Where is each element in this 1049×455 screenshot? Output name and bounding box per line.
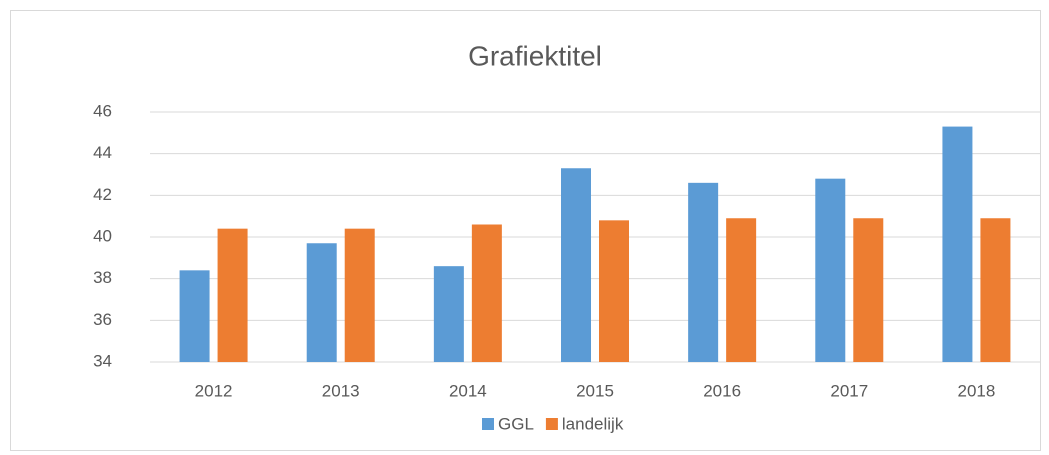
chart-border bbox=[10, 10, 1041, 451]
legend-swatch bbox=[545, 418, 558, 430]
bar bbox=[433, 266, 464, 362]
bar bbox=[599, 220, 629, 362]
x-tick-label: 2015 bbox=[576, 381, 614, 400]
y-tick-label: 46 bbox=[93, 101, 112, 120]
bar bbox=[942, 126, 973, 362]
y-tick-label: 44 bbox=[93, 143, 112, 162]
y-tick-label: 40 bbox=[93, 226, 112, 245]
bar bbox=[306, 243, 337, 362]
x-tick-label: 2013 bbox=[322, 381, 360, 400]
legend-swatch bbox=[482, 418, 494, 430]
bar bbox=[688, 182, 719, 362]
x-tick-label: 2014 bbox=[449, 381, 487, 400]
y-tick-label: 38 bbox=[93, 268, 112, 287]
legend-label: landelijk bbox=[562, 414, 624, 433]
x-tick-label: 2018 bbox=[958, 381, 996, 400]
bar bbox=[471, 224, 502, 362]
bar bbox=[853, 218, 884, 362]
bar bbox=[344, 228, 375, 362]
chart-title: Grafiektitel bbox=[468, 40, 602, 71]
legend-label: GGL bbox=[498, 414, 534, 433]
y-tick-label: 42 bbox=[93, 185, 112, 204]
bar bbox=[980, 218, 1011, 362]
y-tick-label: 34 bbox=[93, 351, 112, 370]
x-tick-label: 2016 bbox=[703, 381, 741, 400]
bar bbox=[179, 270, 210, 362]
bar bbox=[217, 228, 248, 362]
y-tick-label: 36 bbox=[93, 310, 112, 329]
bar bbox=[561, 168, 591, 362]
bar bbox=[815, 178, 846, 362]
bar bbox=[726, 218, 757, 362]
x-tick-label: 2012 bbox=[195, 381, 233, 400]
x-tick-label: 2017 bbox=[830, 381, 868, 400]
